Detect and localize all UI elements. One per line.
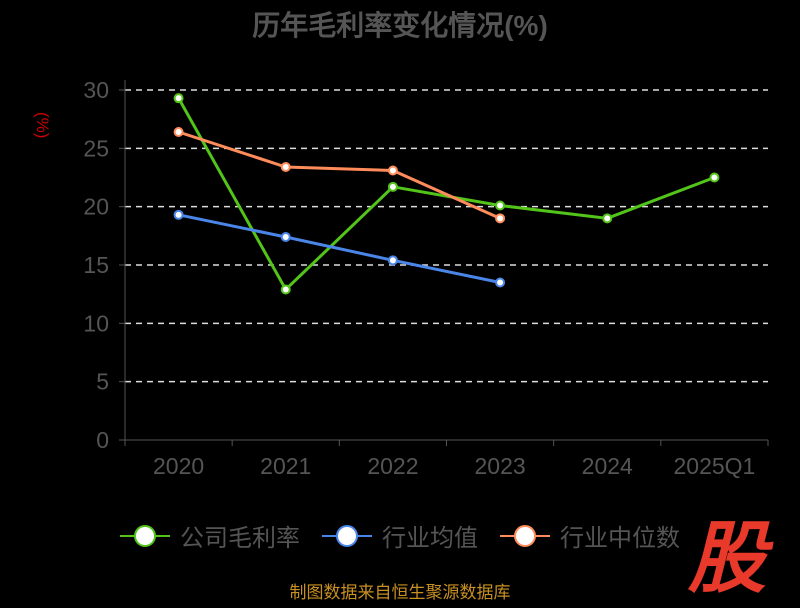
data-point [387,181,398,192]
legend-item-company[interactable]: 公司毛利率 [120,518,300,553]
data-point [173,127,184,137]
chart-title: 历年毛利率变化情况(%) [252,10,548,41]
x-tick-label: 2025Q1 [673,453,755,479]
legend-marker-icon [500,524,550,547]
x-tick-label: 2024 [582,453,633,479]
data-point [387,165,398,176]
x-tick-label: 2023 [474,453,525,479]
x-tick-label: 2021 [260,453,311,479]
data-point [495,213,506,224]
logo: 股 [688,514,767,602]
y-tick-label: 15 [83,252,109,278]
source-note: 制图数据来自恒生聚源数据库 [289,583,511,602]
data-point [387,255,398,266]
y-tick-label: 10 [83,310,109,336]
data-point [495,200,506,211]
data-point [173,209,184,220]
data-point [280,284,291,295]
data-point [173,93,184,104]
y-tick-label: 5 [96,369,109,395]
legend-label: 行业中位数 [560,525,680,552]
legend-item-industry-median[interactable]: 行业中位数 [500,518,680,553]
data-point [602,213,613,224]
legend-label: 公司毛利率 [180,525,300,552]
legend-item-industry-avg[interactable]: 行业均值 [322,518,478,553]
y-tick-label: 30 [83,77,109,103]
y-tick-label: 0 [96,427,109,453]
x-tick-label: 2020 [153,453,204,479]
series-line [178,213,501,284]
data-point [709,172,720,183]
legend-marker-icon [120,524,170,547]
legend: 公司毛利率 行业均值 行业中位数 [120,518,680,553]
data-point [280,232,291,242]
x-tick-label: 2022 [367,453,418,479]
legend-marker-icon [322,524,372,547]
series-line [177,97,715,292]
data-point [280,162,291,172]
y-tick-label: 25 [83,135,109,161]
legend-label: 行业均值 [382,525,478,552]
series-line [178,130,501,220]
data-point [495,277,506,288]
y-tick-label: 20 [83,194,109,220]
